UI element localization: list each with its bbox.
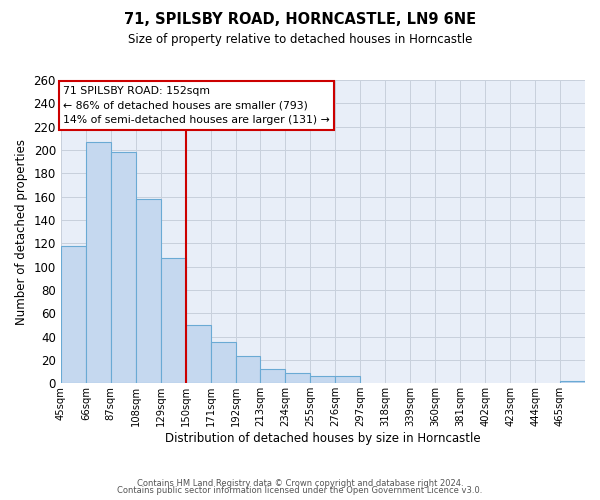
X-axis label: Distribution of detached houses by size in Horncastle: Distribution of detached houses by size … — [165, 432, 481, 445]
Text: 71, SPILSBY ROAD, HORNCASTLE, LN9 6NE: 71, SPILSBY ROAD, HORNCASTLE, LN9 6NE — [124, 12, 476, 28]
Text: 71 SPILSBY ROAD: 152sqm
← 86% of detached houses are smaller (793)
14% of semi-d: 71 SPILSBY ROAD: 152sqm ← 86% of detache… — [63, 86, 330, 126]
Bar — [136, 199, 161, 384]
Bar — [211, 342, 236, 384]
Bar — [560, 381, 585, 384]
Text: Size of property relative to detached houses in Horncastle: Size of property relative to detached ho… — [128, 32, 472, 46]
Bar — [310, 376, 335, 384]
Text: Contains HM Land Registry data © Crown copyright and database right 2024.: Contains HM Land Registry data © Crown c… — [137, 478, 463, 488]
Bar — [111, 152, 136, 384]
Bar — [161, 258, 185, 384]
Text: Contains public sector information licensed under the Open Government Licence v3: Contains public sector information licen… — [118, 486, 482, 495]
Bar — [260, 370, 286, 384]
Bar — [185, 325, 211, 384]
Bar — [286, 373, 310, 384]
Bar — [61, 246, 86, 384]
Bar — [335, 376, 361, 384]
Bar — [86, 142, 111, 384]
Y-axis label: Number of detached properties: Number of detached properties — [15, 138, 28, 324]
Bar — [236, 356, 260, 384]
